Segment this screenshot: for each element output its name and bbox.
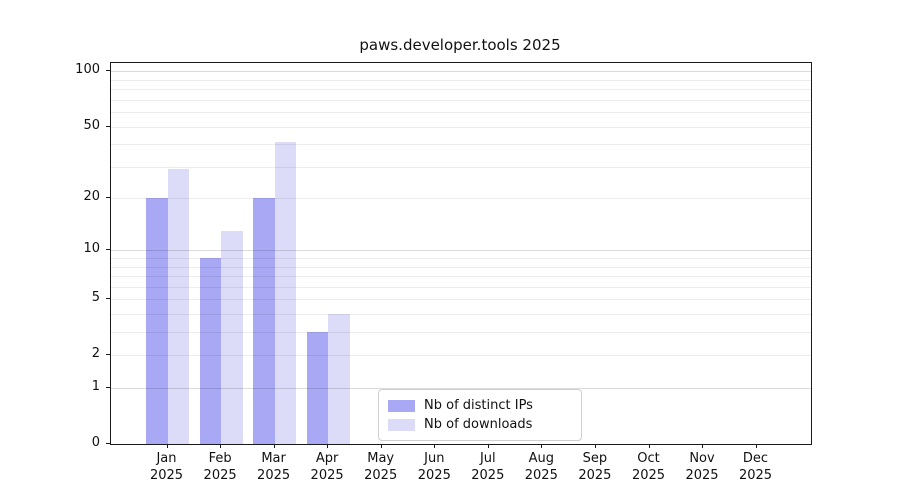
gridline-100 [111, 71, 811, 73]
bar-ips-mar [253, 198, 275, 444]
x-tick-sep [594, 444, 596, 448]
x-tick-label-jan: Jan 2025 [149, 451, 184, 483]
bar-ips-jan [146, 198, 168, 444]
x-tick-nov [702, 444, 703, 448]
bar-ips-apr [306, 332, 329, 444]
x-tick-label-may: May 2025 [364, 451, 398, 483]
y-tick-label-2: 2 [91, 346, 100, 362]
x-tick-label-jul: Jul 2025 [471, 451, 505, 483]
x-tick-label-nov: Nov 2025 [685, 451, 719, 483]
x-tick-label-aug: Aug 2025 [524, 451, 558, 483]
gridline-2 [111, 355, 811, 357]
x-tick-label-feb: Feb 2025 [203, 451, 237, 483]
y-tick-label-20: 20 [83, 189, 100, 205]
y-tick-label-100: 100 [75, 62, 100, 78]
bar-downloads-apr [328, 314, 350, 444]
y-tick-10 [106, 249, 110, 251]
y-tick-100 [106, 70, 110, 72]
legend-swatch-downloads [388, 418, 415, 431]
gridline-30 [111, 166, 811, 168]
x-tick-label-oct: Oct 2025 [631, 451, 666, 483]
gridline-7 [111, 276, 811, 278]
y-tick-label-0: 0 [91, 435, 100, 450]
gridline-5 [111, 299, 811, 301]
y-tick-label-5: 5 [91, 290, 100, 306]
x-tick-oct [648, 444, 650, 448]
gridline-10 [111, 250, 811, 252]
y-tick-50 [106, 125, 110, 127]
gridline-20 [111, 198, 811, 200]
y-tick-label-50: 50 [83, 117, 100, 133]
chart-title: paws.developer.tools 2025 [359, 36, 561, 54]
gridline-6 [111, 286, 811, 288]
legend-label-distinct-ips: Nb of distinct IPs [424, 398, 533, 413]
x-tick-jul [487, 444, 489, 448]
y-tick-1 [106, 387, 110, 388]
x-tick-label-apr: Apr 2025 [310, 451, 344, 483]
gridline-50 [111, 126, 811, 128]
x-tick-mar [273, 444, 275, 448]
x-tick-label-jun: Jun 2025 [417, 451, 451, 483]
bar-downloads-feb [221, 230, 243, 444]
legend-label-downloads: Nb of downloads [424, 417, 533, 432]
y-tick-2 [106, 354, 110, 356]
gridline-8 [111, 266, 811, 268]
y-tick-5 [106, 298, 110, 300]
x-tick-may [380, 444, 382, 448]
x-tick-jun [434, 444, 436, 448]
legend-row-downloads: Nb of downloads [388, 415, 572, 434]
x-tick-dec [755, 444, 757, 448]
gridline-4 [111, 314, 811, 315]
bar-downloads-jan [167, 169, 189, 444]
x-tick-apr [327, 444, 329, 448]
gridline-9 [111, 258, 811, 260]
x-tick-aug [541, 444, 543, 448]
y-tick-20 [106, 197, 110, 199]
bar-ips-feb [199, 258, 221, 444]
x-tick-label-dec: Dec 2025 [738, 451, 773, 483]
gridline-1 [111, 388, 811, 389]
legend-swatch-distinct-ips [388, 399, 415, 412]
legend: Nb of distinct IPs Nb of downloads [378, 389, 582, 441]
gridline-70 [111, 99, 811, 101]
x-tick-label-sep: Sep 2025 [578, 451, 612, 483]
plot-area: Nb of distinct IPs Nb of downloads [110, 62, 812, 445]
x-tick-label-mar: Mar 2025 [257, 451, 291, 483]
y-tick-label-10: 10 [83, 241, 100, 257]
gridline-80 [111, 89, 811, 91]
y-tick-label-1: 1 [91, 379, 100, 394]
gridline-40 [111, 144, 811, 146]
gridline-60 [111, 112, 811, 114]
legend-row-distinct-ips: Nb of distinct IPs [388, 396, 572, 415]
x-tick-feb [220, 444, 222, 448]
y-tick-0 [106, 443, 110, 444]
gridline-3 [111, 332, 811, 334]
x-tick-jan [166, 444, 168, 448]
bar-downloads-mar [274, 142, 297, 444]
gridline-90 [111, 79, 811, 81]
